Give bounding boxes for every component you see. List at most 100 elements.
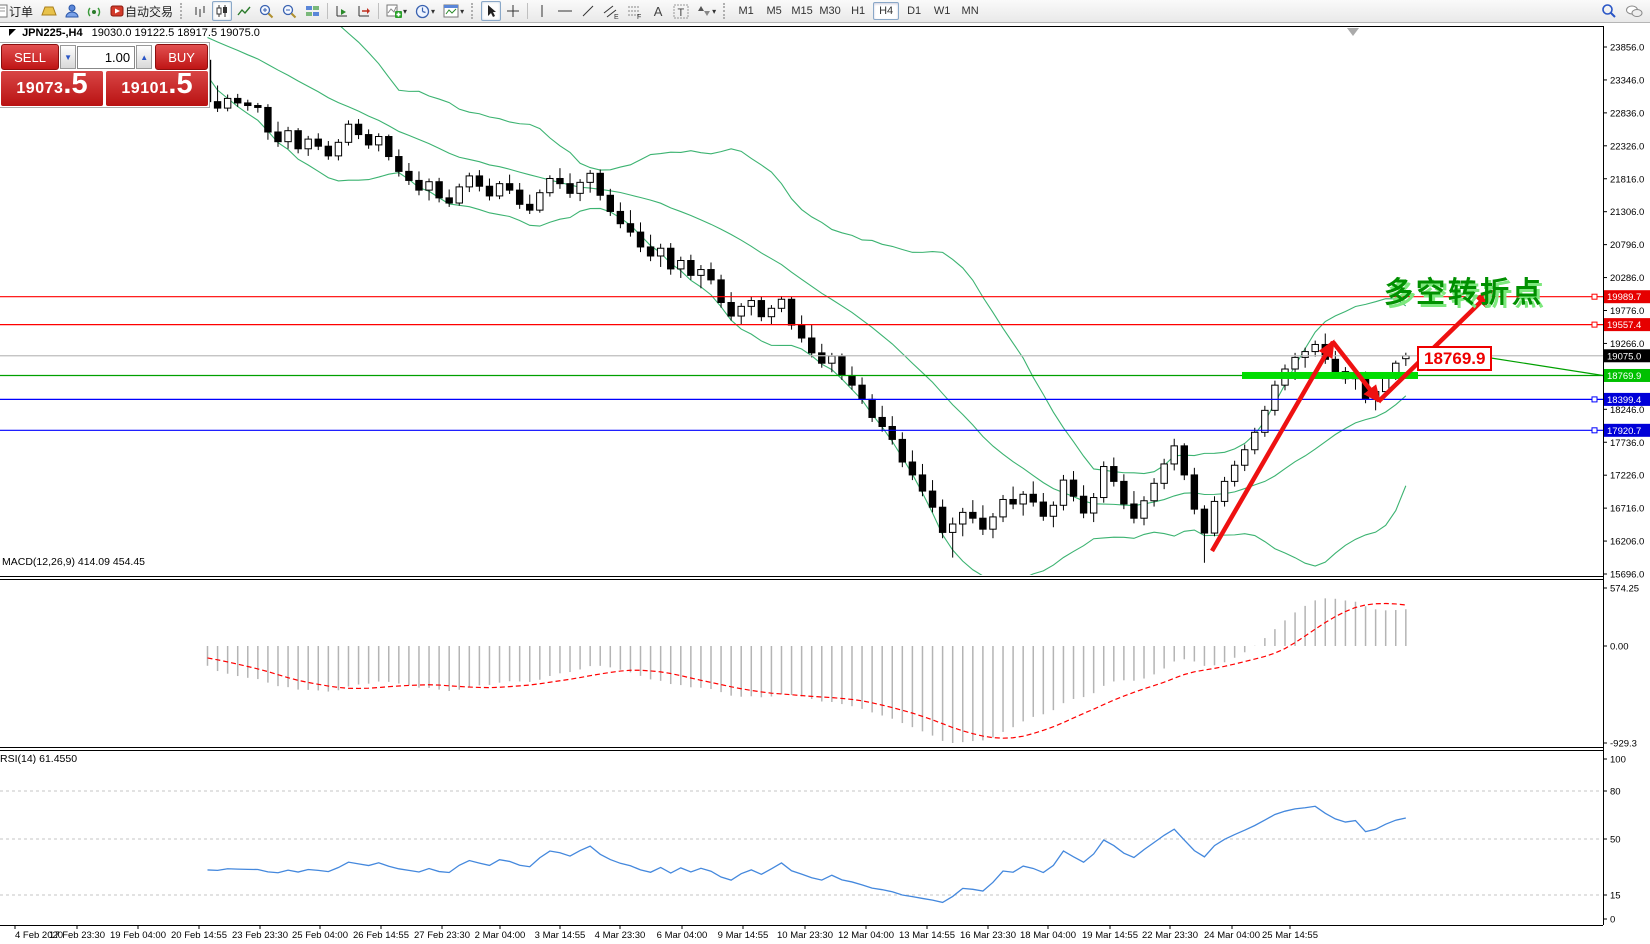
candle (1160, 463, 1168, 484)
buy-button[interactable]: BUY (155, 44, 209, 70)
sell-price[interactable]: 19073 .5 (1, 68, 103, 106)
line-handle (1591, 427, 1598, 434)
svg-text:17920.7: 17920.7 (1607, 426, 1641, 437)
svg-text:-929.3: -929.3 (1610, 739, 1637, 750)
candle (707, 269, 715, 281)
autotrading-button[interactable]: 自动交易 (107, 1, 176, 21)
chart-shift-button[interactable] (354, 1, 374, 21)
candle (354, 123, 363, 136)
price-badge (1604, 318, 1650, 332)
candle (928, 490, 937, 508)
tf-d1-button[interactable]: D1 (907, 5, 922, 17)
candle (435, 181, 443, 199)
svg-text:2 Mar 04:00: 2 Mar 04:00 (475, 930, 526, 941)
candle (818, 352, 826, 364)
volume-down-button[interactable]: ▼ (60, 45, 77, 69)
svg-text:18246.0: 18246.0 (1610, 405, 1644, 416)
candle (254, 105, 262, 108)
candle (1170, 445, 1178, 465)
cursor-button[interactable] (481, 1, 502, 21)
candle (1220, 480, 1229, 502)
tf-w1-button[interactable]: W1 (933, 5, 951, 17)
text-label-button[interactable]: T (670, 1, 692, 21)
line-handle (1591, 396, 1598, 403)
svg-text:4 Mar 23:30: 4 Mar 23:30 (595, 930, 646, 941)
auto-scroll-button[interactable] (332, 1, 352, 21)
chart-shift-icon (357, 4, 371, 18)
svg-text:18769.9: 18769.9 (1607, 371, 1641, 382)
zoom-out-button[interactable] (279, 1, 300, 21)
collapse-panel-icon[interactable] (9, 29, 16, 36)
line-chart-button[interactable] (234, 1, 254, 21)
fibonacci-button[interactable]: F (624, 1, 646, 21)
bar-chart-button[interactable] (190, 1, 210, 21)
tile-windows-button[interactable] (302, 1, 323, 21)
svg-text:0.00: 0.00 (1610, 642, 1629, 653)
arrows-button[interactable]: ▾ (694, 1, 719, 21)
signal-button[interactable] (84, 1, 105, 21)
tf-mn-button[interactable]: MN (961, 5, 979, 17)
community-button[interactable] (62, 1, 82, 21)
svg-text:21816.0: 21816.0 (1610, 174, 1644, 185)
support-highlight-bar[interactable] (1242, 371, 1418, 379)
tf-m1-button[interactable]: M1 (738, 5, 754, 17)
periods-button[interactable]: ▾ (412, 1, 438, 21)
candle (495, 183, 504, 197)
candle (324, 145, 333, 157)
svg-text:17736.0: 17736.0 (1610, 438, 1644, 449)
price-level-callout[interactable]: 18769.9 (1417, 346, 1493, 371)
sell-button[interactable]: SELL (1, 44, 60, 70)
tf-m5-button[interactable]: M5 (766, 5, 782, 17)
tf-h4-button[interactable]: H4 (873, 2, 900, 20)
rsi-name: RSI(14) (0, 753, 37, 765)
candle (425, 181, 433, 191)
text-button[interactable]: A (648, 1, 668, 21)
candle (274, 131, 282, 143)
equidistant-channel-icon: E (603, 4, 619, 21)
candle (828, 355, 836, 364)
volume-up-button[interactable]: ▲ (136, 45, 153, 69)
svg-text:20 Feb 14:55: 20 Feb 14:55 (171, 930, 227, 941)
volume-input[interactable] (77, 45, 136, 69)
candlestick-button[interactable] (212, 1, 233, 21)
sell-price-int: 19073 (16, 80, 64, 97)
buy-price[interactable]: 19101 .5 (106, 70, 208, 106)
tf-m15-button[interactable]: M15 (791, 5, 813, 17)
candle (898, 438, 907, 463)
candle (868, 398, 876, 418)
indicators-button[interactable]: ▾ (383, 1, 410, 21)
templates-button[interactable]: ▾ (440, 1, 467, 21)
candle (1100, 466, 1108, 499)
hline-button[interactable] (554, 1, 576, 21)
new-order-button[interactable]: 订单 (0, 1, 36, 21)
fibonacci-icon: F (627, 4, 643, 21)
candle (1079, 495, 1088, 514)
search-button[interactable] (1598, 1, 1620, 21)
candle (1200, 508, 1209, 534)
trend-arrows[interactable] (1210, 289, 1494, 553)
chat-button[interactable] (1622, 1, 1646, 21)
candle (475, 175, 484, 187)
candle (536, 192, 544, 211)
vline-button[interactable] (532, 1, 552, 21)
zoom-in-button[interactable] (256, 1, 277, 21)
crosshair-button[interactable] (503, 1, 523, 21)
tf-h1-button[interactable]: H1 (851, 5, 866, 17)
sell-price-frac: .5 (63, 68, 88, 100)
candle (1110, 466, 1118, 482)
svg-text:15: 15 (1610, 891, 1621, 902)
svg-text:22836.0: 22836.0 (1610, 108, 1644, 119)
candle (213, 101, 222, 109)
tf-m30-button[interactable]: M30 (819, 5, 841, 17)
svg-text:4 Feb 2020: 4 Feb 2020 (15, 930, 63, 941)
rsi-indicator-label: RSI(14) 61.4550 (0, 753, 77, 765)
svg-text:18399.4: 18399.4 (1607, 395, 1641, 406)
channel-button[interactable]: E (600, 1, 622, 21)
caret-down-icon: ▾ (712, 6, 717, 16)
deposit-button[interactable] (38, 1, 60, 21)
candle (1261, 409, 1269, 433)
trendline-button[interactable] (578, 1, 598, 21)
horizontal-levels[interactable] (0, 293, 1603, 434)
turning-point-annotation: 多空转折点 (1384, 277, 1545, 309)
